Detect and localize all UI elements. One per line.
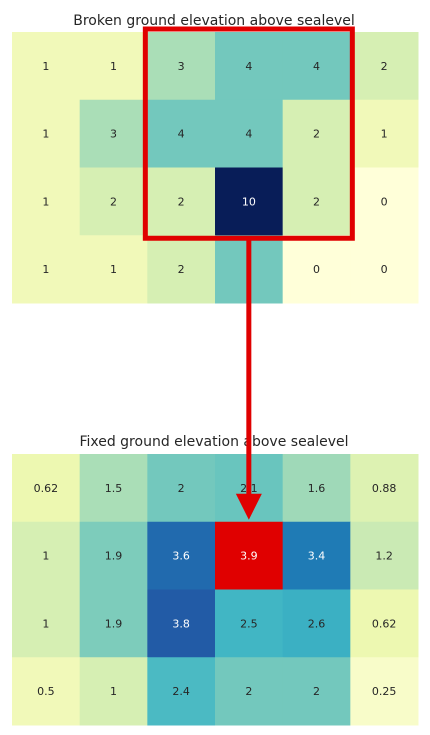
heatmap-1-cell-r2-c1 [79, 589, 148, 658]
heatmap-1-value-label: 0.5 [37, 685, 55, 698]
heatmap-1-cell-r0-c4 [282, 454, 351, 523]
heatmap-1-cell-r0-c1 [79, 454, 148, 523]
heatmap-0-value-label: 3 [110, 128, 117, 141]
heatmap-0-value-label: 2 [178, 263, 185, 276]
heatmap-0-value-label: 0 [313, 263, 320, 276]
heatmap-1-cell-r1-c1 [79, 521, 148, 590]
heatmap-0-cell-r1-c5 [350, 99, 419, 168]
heatmap-0-cell-r2-c1 [79, 167, 148, 236]
heatmap-0-value-label: 4 [245, 128, 252, 141]
bottom-heatmap: 0.621.522.11.60.8811.93.63.93.41.211.93.… [12, 454, 419, 726]
bottom-heatmap-title: Fixed ground elevation above sealevel [79, 434, 348, 450]
heatmap-1-cell-r0-c2 [147, 454, 216, 523]
arrow-head [235, 493, 262, 520]
heatmap-0-value-label: 1 [42, 128, 49, 141]
top-heatmap-title: Broken ground elevation above sealevel [73, 13, 355, 29]
heatmap-0-value-label: 4 [313, 60, 320, 73]
heatmap-1-value-label: 1.6 [308, 482, 326, 495]
heatmap-0-cell-r0-c4 [282, 32, 351, 101]
heatmap-0-value-label: 3 [178, 60, 185, 73]
heatmap-1-cell-r1-c2 [147, 521, 216, 590]
heatmap-0-cell-r3-c5 [350, 235, 419, 304]
heatmap-0-cell-r2-c4 [282, 167, 351, 236]
heatmap-0-cell-r2-c3 [215, 167, 284, 236]
heatmap-1-cell-r3-c2 [147, 657, 216, 726]
heatmap-1-value-label: 3.6 [172, 550, 190, 563]
heatmap-0-value-label: 2 [110, 195, 117, 208]
heatmap-0-value-label: 2 [178, 195, 185, 208]
heatmap-0-cell-r1-c0 [12, 99, 81, 168]
heatmap-1-cell-r1-c5 [350, 521, 419, 590]
heatmap-1-cell-r3-c4 [282, 657, 351, 726]
heatmap-1-value-label: 0.62 [372, 617, 397, 630]
heatmap-1-cell-r3-c5 [350, 657, 419, 726]
heatmap-0-cell-r2-c0 [12, 167, 81, 236]
heatmap-1-value-label: 1.9 [105, 617, 123, 630]
heatmap-0-cell-r2-c2 [147, 167, 216, 236]
heatmap-1-value-label: 1.2 [375, 550, 393, 563]
heatmap-0-cell-r1-c3 [215, 99, 284, 168]
heatmap-1-value-label: 0.88 [372, 482, 397, 495]
heatmap-1-value-label: 2 [245, 685, 252, 698]
annotation-overlay [235, 238, 262, 520]
top-heatmap: 1 1 3 4 4 2 1 3 4 4 2 1 1 2 2 10 2 0 1 1 2 0 0 [12, 26, 419, 304]
heatmap-0-cell-r0-c3 [215, 32, 284, 101]
heatmap-0-cell-r0-c0 [12, 32, 81, 101]
heatmap-1-cell-r2-c0 [12, 589, 81, 658]
heatmap-0-value-label: 1 [110, 263, 117, 276]
heatmap-0-cell-r1-c4 [282, 99, 351, 168]
heatmap-0-value-label: 1 [42, 263, 49, 276]
heatmap-1-value-label: 1 [42, 617, 49, 630]
heatmap-0-cell-r1-c2 [147, 99, 216, 168]
heatmap-1-value-label: 1.9 [105, 550, 123, 563]
heatmap-0-value-label: 4 [245, 60, 252, 73]
heatmap-0-value-label: 0 [381, 195, 388, 208]
heatmap-0-cell-r2-c5 [350, 167, 419, 236]
heatmap-0-cell-r1-c1 [79, 99, 148, 168]
heatmap-0-value-label: 1 [381, 128, 388, 141]
heatmap-1-cell-r0-c0 [12, 454, 81, 523]
heatmap-0-value-label: 2 [313, 195, 320, 208]
heatmap-0-cell-r3-c4 [282, 235, 351, 304]
heatmap-1-value-label: 2 [313, 685, 320, 698]
heatmap-1-cell-r2-c5 [350, 589, 419, 658]
heatmap-1-cell-r2-c4 [282, 589, 351, 658]
heatmap-0-value-label: 1 [110, 60, 117, 73]
heatmap-1-value-label: 3.8 [172, 617, 190, 630]
heatmap-1-value-label: 0.25 [372, 685, 397, 698]
heatmap-1-value-label: 0.62 [34, 482, 59, 495]
heatmap-1-value-label: 3.4 [308, 550, 326, 563]
heatmap-1-value-label: 2.6 [308, 617, 326, 630]
heatmap-1-cell-r3-c0 [12, 657, 81, 726]
heatmap-0-cell-r0-c2 [147, 32, 216, 101]
heatmap-0-value-label: 1 [42, 195, 49, 208]
heatmap-1-cell-r2-c3 [215, 589, 284, 658]
heatmap-0-value-label: 1 [42, 60, 49, 73]
heatmap-1-cell-r1-c3 [215, 521, 284, 590]
heatmap-1-cell-r1-c4 [282, 521, 351, 590]
heatmap-1-value-label: 2 [178, 482, 185, 495]
heatmap-1-cell-r3-c1 [79, 657, 148, 726]
heatmap-0-value-label: 4 [178, 128, 185, 141]
heatmap-0-cell-r0-c1 [79, 32, 148, 101]
heatmap-0-cell-r3-c2 [147, 235, 216, 304]
heatmap-1-cell-r1-c0 [12, 521, 81, 590]
heatmap-0-cell-r3-c0 [12, 235, 81, 304]
heatmap-1-cell-r2-c2 [147, 589, 216, 658]
heatmap-1-value-label: 2.5 [240, 617, 258, 630]
heatmap-0-value-label: 10 [242, 195, 256, 208]
heatmap-1-cell-r3-c3 [215, 657, 284, 726]
heatmap-1-value-label: 1 [110, 685, 117, 698]
heatmap-0-value-label: 0 [381, 263, 388, 276]
heatmap-0-cell-r0-c5 [350, 32, 419, 101]
heatmap-0-value-label: 2 [313, 128, 320, 141]
heatmap-0-cell-r3-c1 [79, 235, 148, 304]
heatmap-1-value-label: 3.9 [240, 550, 258, 563]
heatmap-1-cell-r0-c5 [350, 454, 419, 523]
heatmap-1-value-label: 2.4 [172, 685, 190, 698]
heatmap-0-value-label: 2 [381, 60, 388, 73]
heatmap-1-value-label: 1 [42, 550, 49, 563]
heatmap-1-value-label: 1.5 [105, 482, 123, 495]
